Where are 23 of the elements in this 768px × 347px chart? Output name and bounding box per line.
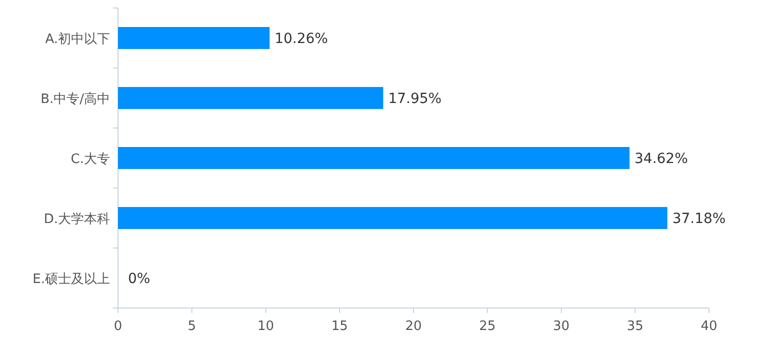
y-tick-label: B.中专/高中 bbox=[40, 91, 110, 107]
x-tick-label: 35 bbox=[626, 319, 644, 334]
data-label: 10.26% bbox=[274, 31, 328, 47]
y-tick-label: D.大学本科 bbox=[44, 212, 110, 227]
x-tick-label: 30 bbox=[552, 319, 570, 334]
x-tick-label: 15 bbox=[331, 319, 348, 334]
data-label: 34.62% bbox=[634, 151, 688, 167]
x-tick-label: 25 bbox=[479, 319, 496, 334]
bar bbox=[118, 207, 668, 229]
data-label: 37.18% bbox=[672, 211, 726, 227]
data-label: 0% bbox=[128, 271, 150, 287]
y-tick-label: E.硕士及以上 bbox=[32, 272, 110, 287]
x-tick-label: 20 bbox=[405, 319, 422, 334]
y-tick-label: A.初中以下 bbox=[45, 32, 110, 47]
bar bbox=[118, 27, 270, 49]
x-tick-label: 40 bbox=[700, 319, 718, 334]
bar bbox=[118, 87, 384, 109]
data-label: 17.95% bbox=[388, 91, 442, 107]
x-tick-label: 0 bbox=[114, 319, 122, 334]
x-tick-label: 5 bbox=[188, 319, 196, 334]
y-tick-label: C.大专 bbox=[70, 152, 110, 167]
x-tick-label: 10 bbox=[257, 319, 274, 334]
bar bbox=[118, 147, 630, 169]
